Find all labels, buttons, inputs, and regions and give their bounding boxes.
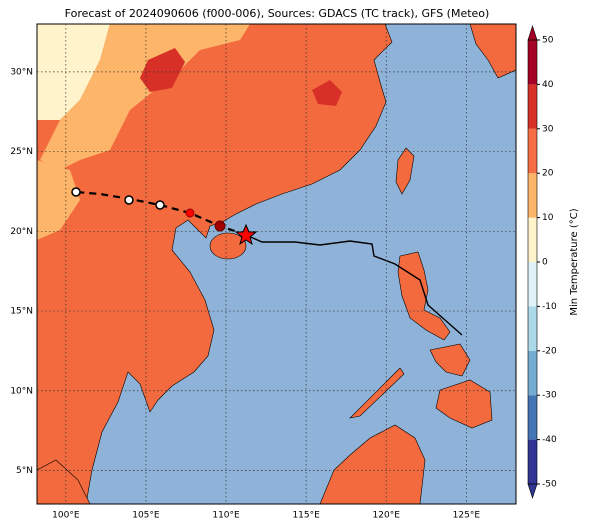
mindanao: [435, 379, 493, 429]
colorbar-tick-label: -40: [542, 435, 557, 445]
colorbar-band: [528, 262, 537, 307]
hot-region: [140, 48, 185, 92]
mild-region: [40, 24, 250, 170]
palawan: [349, 367, 405, 419]
sumatra: [37, 459, 91, 504]
colorbar-tick-label: 40: [542, 80, 554, 90]
borneo: [319, 424, 426, 504]
colorbar-tick-label: -10: [542, 302, 557, 312]
colorbar-band: [528, 40, 537, 85]
colorbar-extend: [527, 483, 538, 499]
visayas: [429, 343, 471, 377]
y-tick-label: 5°N: [16, 466, 33, 476]
x-tick-label: 120°E: [373, 511, 401, 521]
hot-region: [312, 80, 342, 106]
colorbar-label: Min Temperature (°C): [569, 208, 580, 315]
x-tick-label: 125°E: [453, 511, 481, 521]
map-area: [37, 24, 516, 504]
track-point: [185, 208, 195, 218]
colorbar-tick-label: -20: [542, 346, 557, 356]
colorbar-tick-label: 0: [542, 258, 548, 268]
colorbar-band: [528, 395, 537, 440]
korea: [469, 24, 516, 79]
colorbar-band: [528, 84, 537, 129]
colorbar-band: [528, 439, 537, 484]
colorbar-tick-label: 50: [542, 36, 554, 46]
colorbar-tick-label: -30: [542, 391, 557, 401]
storm-position: [234, 223, 258, 246]
map-frame: [36, 23, 517, 505]
colorbar-band: [528, 350, 537, 396]
y-tick-label: 20°N: [10, 227, 33, 237]
y-tick-label: 30°N: [10, 67, 33, 77]
x-tick-label: 100°E: [52, 511, 80, 521]
colorbar-band: [528, 217, 537, 262]
colorbar-tick-label: 30: [542, 124, 554, 134]
colorbar-band: [528, 306, 537, 351]
colorbar-extend: [527, 25, 538, 41]
x-tick-label: 110°E: [212, 511, 240, 521]
map-title: Forecast of 2024090606 (f000-006), Sourc…: [65, 7, 490, 20]
y-tick-label: 25°N: [10, 147, 33, 157]
colorbar-tick-label: 10: [542, 213, 554, 223]
mainland: [37, 24, 393, 504]
track-point: [124, 195, 134, 205]
colorbar-band: [528, 128, 537, 174]
colorbar-band: [528, 173, 537, 218]
x-tick-label: 115°E: [292, 511, 320, 521]
colorbar-tick-label: 20: [542, 169, 554, 179]
y-tick-label: 15°N: [10, 307, 33, 317]
track-point: [71, 187, 81, 197]
track-observed: [245, 234, 463, 336]
y-tick-label: 10°N: [10, 386, 33, 396]
track-point: [214, 220, 226, 232]
hainan: [209, 232, 247, 260]
taiwan: [395, 147, 415, 195]
mild-region: [37, 160, 80, 240]
colorbar-tick-label: -50: [542, 480, 557, 490]
track-point: [155, 200, 165, 210]
x-tick-label: 105°E: [132, 511, 160, 521]
